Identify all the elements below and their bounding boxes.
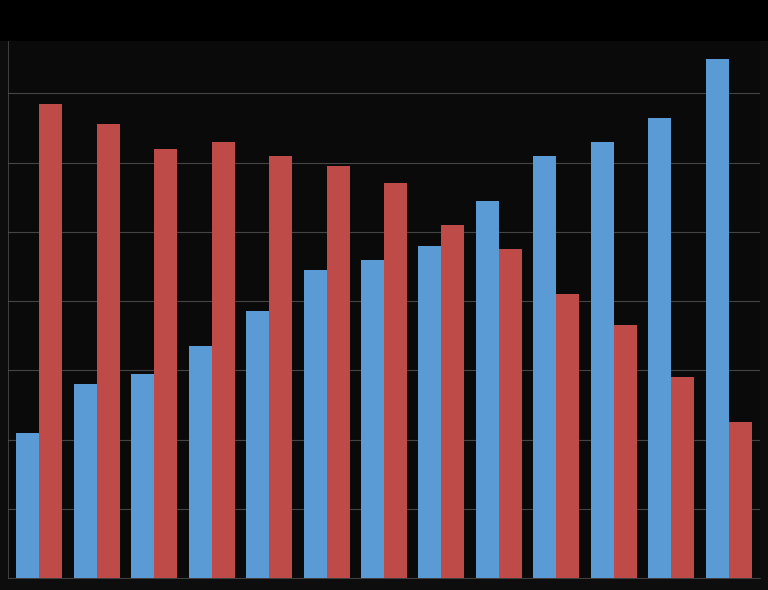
Bar: [476, 201, 499, 590]
Bar: [16, 432, 39, 590]
Bar: [556, 294, 579, 590]
Bar: [419, 245, 442, 590]
Bar: [442, 225, 465, 590]
Bar: [303, 270, 326, 590]
Bar: [131, 374, 154, 590]
Bar: [361, 260, 384, 590]
Bar: [246, 312, 269, 590]
Bar: [614, 325, 637, 590]
Bar: [499, 249, 522, 590]
Bar: [74, 384, 97, 590]
Bar: [729, 422, 752, 590]
Bar: [154, 149, 177, 590]
Bar: [269, 156, 292, 590]
Bar: [534, 156, 556, 590]
Bar: [671, 377, 694, 590]
Bar: [706, 58, 729, 590]
Bar: [326, 166, 349, 590]
Bar: [39, 104, 62, 590]
Bar: [648, 117, 671, 590]
Bar: [97, 124, 120, 590]
Bar: [384, 183, 407, 590]
Bar: [591, 142, 614, 590]
Bar: [189, 346, 212, 590]
Bar: [212, 142, 234, 590]
